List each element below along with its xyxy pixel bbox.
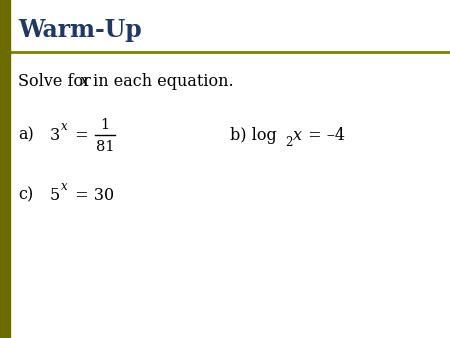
Text: Solve for: Solve for — [18, 73, 96, 91]
Text: a): a) — [18, 126, 34, 144]
Text: =: = — [70, 126, 89, 144]
Text: 5: 5 — [50, 187, 60, 203]
Text: Warm-Up: Warm-Up — [18, 18, 142, 42]
Text: 3: 3 — [50, 126, 60, 144]
Bar — [0, 0, 10, 338]
Text: = 30: = 30 — [70, 187, 114, 203]
Text: 2: 2 — [285, 136, 293, 148]
Text: x: x — [80, 73, 89, 91]
Text: x: x — [61, 180, 68, 193]
Text: = –4: = –4 — [303, 126, 345, 144]
Text: b) log: b) log — [230, 126, 277, 144]
Text: 81: 81 — [96, 140, 114, 154]
Text: x: x — [293, 126, 302, 144]
Text: c): c) — [18, 187, 33, 203]
Text: x: x — [61, 121, 68, 134]
Text: in each equation.: in each equation. — [88, 73, 234, 91]
Text: 1: 1 — [100, 118, 109, 132]
